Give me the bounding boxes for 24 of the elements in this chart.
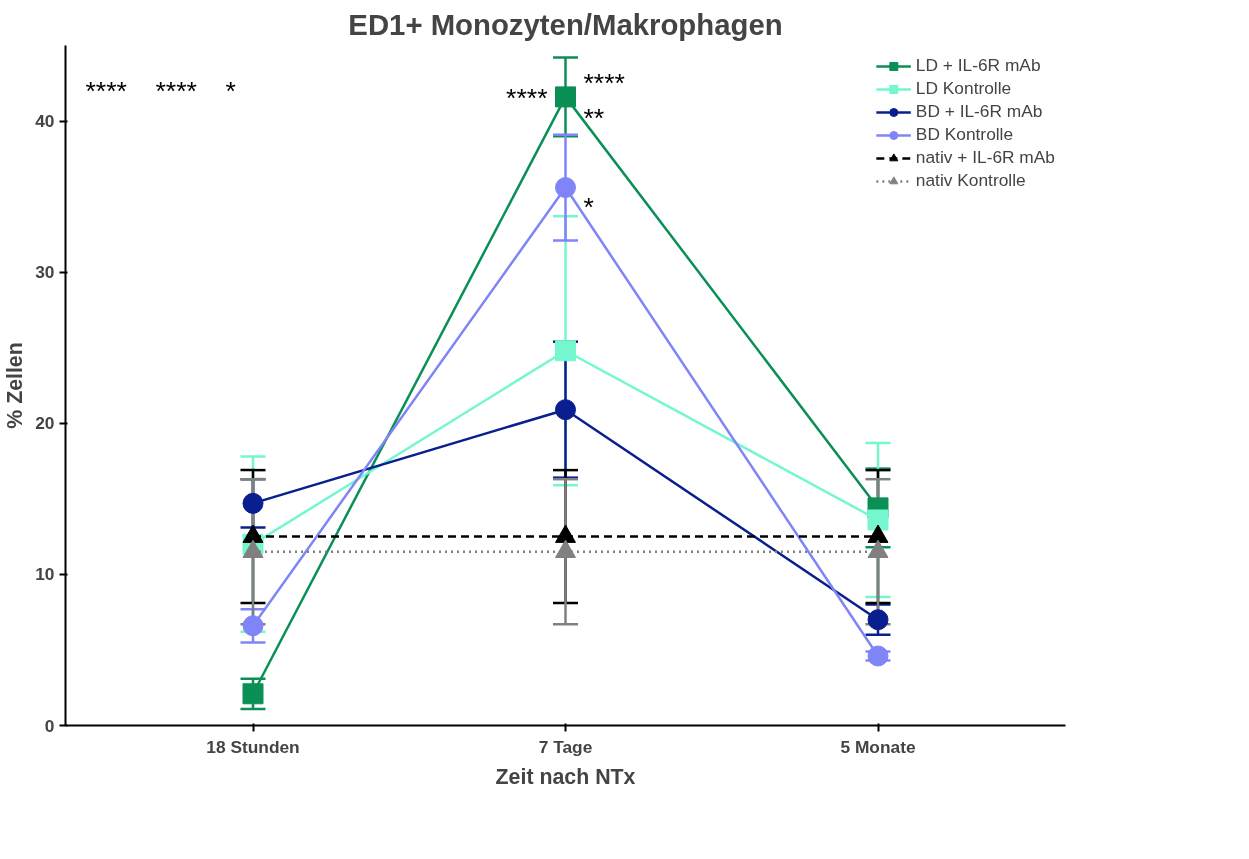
y-axis-title: % Zellen <box>3 342 28 429</box>
legend-label: LD Kontrolle <box>915 78 1012 99</box>
y-tick-label: 40 <box>35 111 55 132</box>
y-tick-label: 0 <box>44 715 55 736</box>
y-tick-label: 30 <box>35 262 55 283</box>
annotation: ** <box>583 103 605 134</box>
x-tick-label: 18 Stunden <box>206 736 300 757</box>
annotation: **** <box>506 83 548 114</box>
y-tick-label: 10 <box>35 564 55 585</box>
y-tick-label: 20 <box>35 413 55 434</box>
x-tick-label: 5 Monate <box>840 736 916 757</box>
annotation: **** <box>583 68 625 99</box>
legend-label: BD + IL-6R mAb <box>915 101 1043 122</box>
annotation: * <box>583 192 594 223</box>
chart-title: ED1+ Monozyten/Makrophagen <box>348 7 783 41</box>
legend-label: LD + IL-6R mAb <box>915 55 1041 76</box>
legend-label: nativ + IL-6R mAb <box>915 147 1055 168</box>
annotation: **** <box>155 75 197 106</box>
legend-label: nativ Kontrolle <box>915 170 1026 191</box>
annotation: **** <box>85 75 127 106</box>
annotation: * <box>225 75 236 106</box>
legend-label: BD Kontrolle <box>915 124 1014 145</box>
x-tick-label: 7 Tage <box>538 736 593 757</box>
x-axis-title: Zeit nach NTx <box>495 764 636 789</box>
